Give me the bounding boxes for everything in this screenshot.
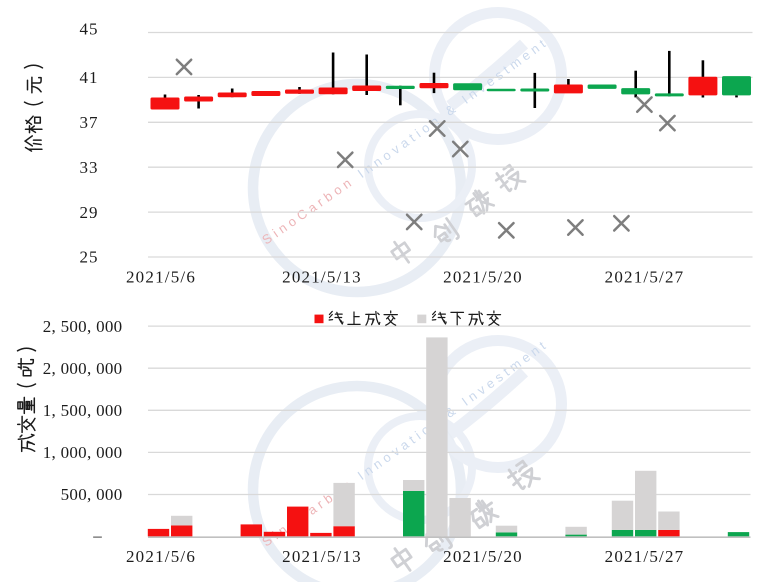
svg-text:500, 000: 500, 000: [61, 485, 123, 504]
svg-text:2021/5/6: 2021/5/6: [126, 547, 196, 566]
svg-text:2021/5/6: 2021/5/6: [126, 268, 196, 287]
svg-text:33: 33: [80, 158, 99, 177]
svg-text:1, 500, 000: 1, 500, 000: [43, 401, 123, 420]
svg-text:41: 41: [80, 68, 99, 87]
svg-text:2, 500, 000: 2, 500, 000: [43, 317, 123, 336]
svg-text:2021/5/27: 2021/5/27: [605, 268, 685, 287]
svg-text:37: 37: [80, 113, 99, 132]
svg-text:2021/5/13: 2021/5/13: [282, 547, 362, 566]
svg-text:2021/5/20: 2021/5/20: [443, 268, 523, 287]
svg-text:2021/5/13: 2021/5/13: [282, 268, 362, 287]
svg-text:1, 000, 000: 1, 000, 000: [43, 443, 123, 462]
svg-text:–: –: [92, 526, 102, 545]
svg-text:29: 29: [80, 203, 99, 222]
svg-text:45: 45: [80, 20, 99, 39]
svg-text:2021/5/27: 2021/5/27: [605, 547, 685, 566]
svg-text:2, 000, 000: 2, 000, 000: [43, 359, 123, 378]
svg-text:25: 25: [80, 248, 99, 267]
svg-text:2021/5/20: 2021/5/20: [443, 547, 523, 566]
